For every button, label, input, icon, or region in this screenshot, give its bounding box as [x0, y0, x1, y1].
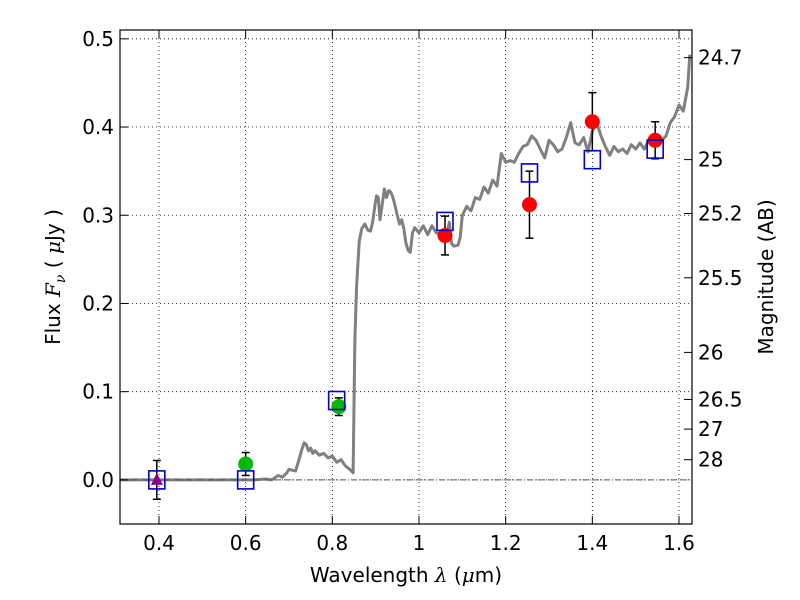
mag-tick-label: 26.5 [698, 387, 743, 411]
x-tick-label: 0.4 [143, 531, 175, 555]
y-tick-label: 0.4 [82, 115, 114, 139]
x-tick-label: 1.6 [663, 531, 695, 555]
ground-photometry-marker [331, 399, 347, 415]
sed-curve-group [120, 54, 692, 482]
x-tick-label: 1.4 [576, 531, 608, 555]
y-tick-label: 0.0 [82, 468, 114, 492]
x-tick-label: 0.6 [230, 531, 262, 555]
y-axis-label: Flux Fν ( μJy ) [41, 209, 69, 345]
mag-tick-label: 24.7 [698, 46, 743, 70]
mag-tick-label: 25.5 [698, 266, 743, 290]
model-square-marker [148, 470, 166, 490]
x-tick-label: 1 [413, 531, 426, 555]
model-square-marker [327, 390, 346, 411]
y-tick-label: 0.1 [82, 380, 114, 404]
mag-tick-label: 25.2 [698, 201, 743, 225]
plot-frame [119, 29, 693, 525]
y-tick-label: 0.2 [82, 291, 114, 315]
x-axis-label: Wavelength λ (μm) [310, 563, 502, 587]
sed-curve [120, 54, 692, 482]
markers [148, 114, 664, 490]
model-square-marker [583, 149, 602, 170]
mag-tick-label: 25 [698, 148, 723, 172]
upper-limit-marker [150, 472, 163, 485]
tick-labels: 0.4 0.6 0.8 1 1.2 1.4 1.6 0.0 0.1 0.2 0.3 0.4 0.5 24.… [82, 27, 742, 555]
model-square-marker [236, 470, 255, 490]
hst-photometry-marker [584, 114, 600, 130]
y-tick-label: 0.5 [82, 27, 114, 51]
ground-photometry-marker [238, 456, 254, 472]
hst-photometry-marker [437, 228, 453, 244]
ticks [120, 30, 692, 524]
model-square-marker [436, 211, 454, 232]
y2-axis-label: Magnitude (AB) [754, 199, 778, 354]
errorbars [152, 91, 660, 501]
mag-tick-label: 26 [698, 340, 723, 364]
y-tick-label: 0.3 [82, 203, 114, 227]
x-tick-label: 1.2 [490, 531, 522, 555]
x-tick-label: 0.8 [316, 531, 348, 555]
mag-tick-label: 27 [698, 417, 723, 441]
grid [120, 30, 692, 524]
model-square-marker [520, 163, 539, 183]
hst-photometry-marker [522, 197, 537, 213]
mag-tick-label: 28 [698, 448, 723, 472]
model-square-marker [646, 139, 664, 159]
